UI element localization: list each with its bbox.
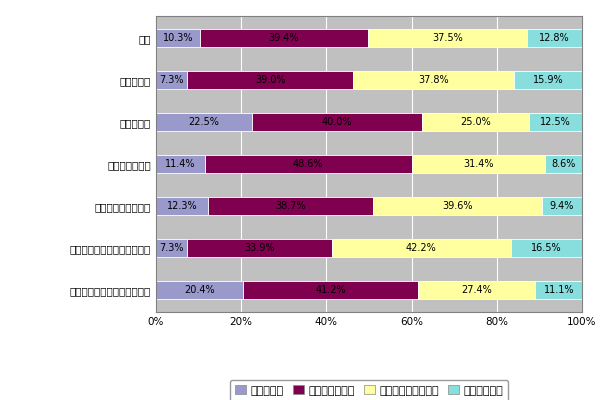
Bar	[514, 71, 582, 89]
Bar	[156, 281, 243, 298]
Text: 33.9%: 33.9%	[244, 243, 275, 253]
Text: 7.3%: 7.3%	[159, 75, 184, 85]
Bar	[418, 281, 535, 298]
Bar	[529, 113, 582, 131]
Bar	[412, 155, 545, 173]
Text: 39.4%: 39.4%	[269, 33, 299, 43]
Bar	[200, 30, 368, 47]
Text: 9.4%: 9.4%	[550, 201, 574, 211]
Text: 37.8%: 37.8%	[418, 75, 449, 85]
Text: 39.6%: 39.6%	[442, 201, 473, 211]
Legend: 感じている, やや感じている, あまり感じていない, 感じていない: 感じている, やや感じている, あまり感じていない, 感じていない	[230, 380, 508, 400]
Text: 15.9%: 15.9%	[533, 75, 563, 85]
Text: 41.2%: 41.2%	[316, 285, 346, 295]
Text: 48.6%: 48.6%	[293, 159, 323, 169]
Bar	[156, 155, 582, 173]
Text: 39.0%: 39.0%	[255, 75, 286, 85]
Bar	[511, 239, 581, 257]
Bar	[527, 30, 582, 47]
Bar	[208, 197, 373, 215]
Bar	[156, 197, 208, 215]
Bar	[542, 197, 582, 215]
Bar	[156, 30, 582, 47]
Text: 7.3%: 7.3%	[159, 243, 184, 253]
Bar	[187, 71, 353, 89]
Text: 11.1%: 11.1%	[544, 285, 574, 295]
Bar	[353, 71, 514, 89]
Text: 12.3%: 12.3%	[167, 201, 197, 211]
Bar	[252, 113, 422, 131]
Text: 31.4%: 31.4%	[463, 159, 494, 169]
Bar	[205, 155, 412, 173]
Bar	[156, 155, 205, 173]
Bar	[156, 71, 187, 89]
Bar	[368, 30, 527, 47]
Bar	[156, 281, 582, 298]
Text: 20.4%: 20.4%	[184, 285, 215, 295]
Text: 16.5%: 16.5%	[531, 243, 562, 253]
Text: 42.2%: 42.2%	[406, 243, 437, 253]
Bar	[535, 281, 583, 298]
Text: 8.6%: 8.6%	[551, 159, 576, 169]
Text: 12.8%: 12.8%	[539, 33, 570, 43]
Bar	[156, 30, 200, 47]
Text: 27.4%: 27.4%	[461, 285, 492, 295]
Bar	[156, 239, 582, 257]
Text: 38.7%: 38.7%	[275, 201, 306, 211]
Text: 37.5%: 37.5%	[432, 33, 463, 43]
Text: 25.0%: 25.0%	[460, 117, 491, 127]
Bar	[156, 113, 582, 131]
Text: 11.4%: 11.4%	[165, 159, 196, 169]
Text: 40.0%: 40.0%	[322, 117, 352, 127]
Bar	[156, 113, 252, 131]
Bar	[156, 197, 582, 215]
Bar	[373, 197, 542, 215]
Bar	[156, 239, 187, 257]
Bar	[332, 239, 511, 257]
Bar	[243, 281, 418, 298]
Text: 10.3%: 10.3%	[163, 33, 193, 43]
Bar	[187, 239, 332, 257]
Bar	[156, 71, 582, 89]
Text: 12.5%: 12.5%	[540, 117, 571, 127]
Bar	[422, 113, 529, 131]
Text: 22.5%: 22.5%	[188, 117, 220, 127]
Bar	[545, 155, 582, 173]
